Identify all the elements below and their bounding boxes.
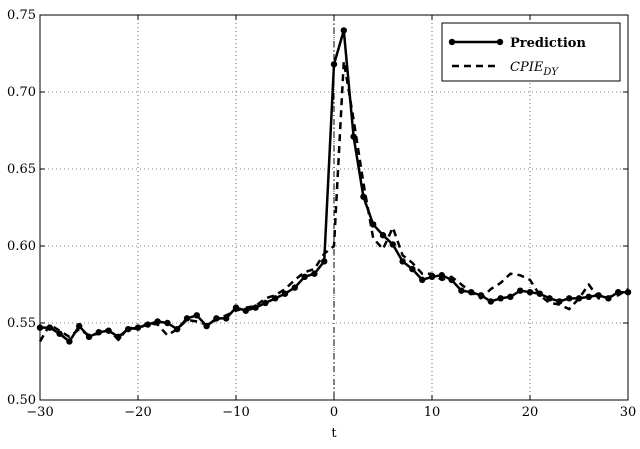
point — [526, 289, 534, 296]
point — [242, 307, 249, 314]
point — [252, 304, 259, 311]
x-tick-label: 0 — [330, 405, 338, 420]
point — [517, 287, 524, 294]
x-tick-label: −20 — [124, 405, 151, 420]
point — [507, 293, 514, 301]
point — [164, 319, 171, 327]
point — [56, 330, 63, 337]
point — [389, 241, 396, 248]
point — [330, 61, 338, 68]
legend-label-text: Prediction — [510, 36, 586, 51]
point — [350, 133, 357, 140]
y-tick-label: 0.75 — [7, 8, 36, 23]
point — [419, 276, 426, 284]
legend-marker — [496, 38, 504, 46]
point — [487, 298, 494, 305]
point — [379, 232, 387, 239]
x-tick-label: 20 — [522, 405, 539, 420]
point — [301, 273, 308, 280]
point — [409, 265, 416, 273]
x-tick-label: 30 — [620, 405, 637, 420]
legend-label: Prediction — [510, 36, 586, 51]
point — [281, 290, 289, 297]
point — [340, 27, 347, 34]
y-tick-label: 0.50 — [7, 393, 36, 408]
point — [458, 287, 465, 294]
legend-label-text: CPIE — [510, 60, 544, 75]
series-line — [38, 59, 629, 343]
point — [193, 312, 200, 319]
legend-label-subscript: DY — [542, 67, 559, 78]
x-axis-label: t — [331, 426, 337, 441]
legend-box — [441, 22, 621, 82]
point — [497, 295, 504, 302]
point — [311, 270, 318, 277]
point — [183, 315, 191, 322]
plot-frame — [39, 14, 629, 401]
point — [546, 295, 553, 302]
x-tick-label: 10 — [424, 405, 441, 420]
point — [399, 258, 406, 265]
point — [585, 293, 592, 301]
point — [566, 295, 573, 302]
point — [262, 299, 269, 307]
x-tick-label: −10 — [222, 405, 249, 420]
point — [76, 322, 83, 330]
point — [66, 338, 73, 345]
y-tick-label: 0.65 — [7, 162, 36, 177]
point — [321, 258, 328, 265]
legend-label: CPIEDY — [510, 60, 559, 78]
x-tick-label: −30 — [26, 405, 53, 420]
y-tick-label: 0.70 — [7, 85, 36, 100]
point — [438, 272, 445, 279]
y-tick-label: 0.55 — [7, 316, 36, 331]
legend-marker — [448, 38, 456, 46]
point — [291, 284, 298, 291]
y-tick-label: 0.60 — [7, 239, 36, 254]
